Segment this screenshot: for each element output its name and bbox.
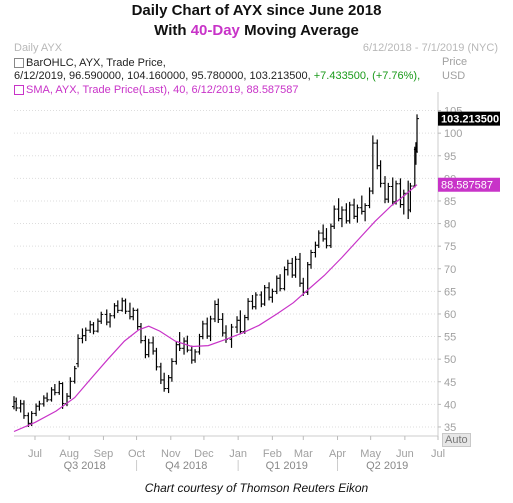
sma-value: 88.587587	[441, 180, 493, 192]
y-tick-label: 55	[444, 332, 456, 344]
chart-subtitle: With 40-Day Moving Average	[0, 22, 513, 39]
subtitle-suffix: Moving Average	[239, 22, 359, 39]
y-tick-label: 80	[444, 219, 456, 231]
x-month-label: May	[360, 448, 381, 460]
y-tick-label: 50	[444, 354, 456, 366]
x-quarter-label: Q4 2018	[165, 460, 207, 472]
sma-value-tag	[438, 177, 500, 192]
x-month-label: Apr	[329, 448, 346, 460]
sma-legend-label: SMA, AYX, Trade Price(Last), 40, 6/12/20…	[26, 84, 299, 96]
y-tick-label: 100	[444, 128, 462, 140]
price-unit-label: Price	[442, 56, 468, 68]
y-tick-label: 40	[444, 399, 456, 411]
symbol-label: Daily AYX	[14, 42, 63, 54]
x-month-label: Oct	[128, 448, 145, 460]
bar-legend-label: BarOHLC, AYX, Trade Price,	[26, 57, 166, 69]
x-month-label: Jun	[396, 448, 414, 460]
chart-caption: Chart courtesy of Thomson Reuters Eikon	[144, 481, 369, 495]
sma-legend: SMA, AYX, Trade Price(Last), 40, 6/12/20…	[14, 84, 299, 96]
bar-values-text: 6/12/2019, 96.590000, 104.160000, 95.780…	[14, 70, 311, 82]
subtitle-highlight: 40-Day	[190, 22, 240, 39]
date-range: 6/12/2018 - 7/1/2019 (NYC)	[362, 42, 498, 54]
y-tick-label: 85	[444, 196, 456, 208]
y-tick-label: 70	[444, 264, 456, 276]
subtitle-prefix: With	[154, 22, 191, 39]
chart-title: Daily Chart of AYX since June 2018	[131, 2, 382, 19]
x-month-label: Sep	[94, 448, 114, 460]
x-quarter-label: Q3 2018	[64, 460, 106, 472]
sma-line	[13, 184, 418, 433]
bar-series-icon[interactable]	[14, 58, 24, 69]
y-tick-label: 35	[444, 422, 456, 434]
auto-scale-button[interactable]: Auto	[442, 433, 471, 447]
y-tick-label: 45	[444, 377, 456, 389]
x-month-label: Jul	[28, 448, 42, 460]
x-quarter-label: Q2 2019	[366, 460, 408, 472]
bar-change: +7.433500, (+7.76%),	[313, 70, 421, 82]
x-month-label: Mar	[294, 448, 313, 460]
x-month-label: Jul	[431, 448, 445, 460]
last-price-tag	[438, 111, 500, 126]
y-tick-label: 60	[444, 309, 456, 321]
x-month-label: Feb	[263, 448, 282, 460]
y-tick-label: 75	[444, 241, 456, 253]
x-month-label: Aug	[59, 448, 79, 460]
x-month-label: Nov	[161, 448, 181, 460]
x-quarter-label: Q1 2019	[266, 460, 308, 472]
x-month-label: Jan	[229, 448, 247, 460]
x-month-label: Dec	[194, 448, 214, 460]
bar-legend: BarOHLC, AYX, Trade Price,	[14, 57, 166, 69]
currency-unit-label: USD	[442, 70, 466, 82]
y-tick-label: 65	[444, 286, 456, 298]
y-tick-label: 95	[444, 151, 456, 163]
last-price-value: 103.213500	[441, 114, 499, 126]
bar-values: 6/12/2019, 96.590000, 104.160000, 95.780…	[14, 70, 420, 82]
sma-series-icon[interactable]	[14, 85, 24, 96]
